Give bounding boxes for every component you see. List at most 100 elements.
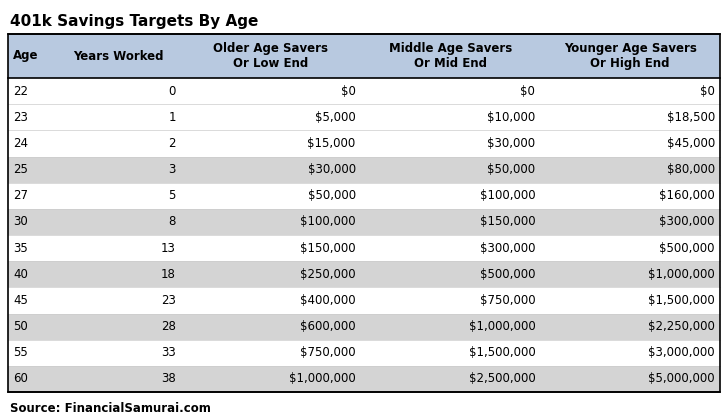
Text: $500,000: $500,000 <box>660 241 715 255</box>
Text: 401k Savings Targets By Age: 401k Savings Targets By Age <box>10 14 258 29</box>
Bar <box>540 313 720 340</box>
Text: 45: 45 <box>13 294 28 307</box>
Text: 50: 50 <box>13 320 28 333</box>
Bar <box>68 104 181 130</box>
Bar <box>181 313 360 340</box>
Text: $1,500,000: $1,500,000 <box>648 294 715 307</box>
Bar <box>68 34 181 78</box>
Bar <box>68 366 181 392</box>
Text: Source: FinancialSamurai.com: Source: FinancialSamurai.com <box>10 402 211 415</box>
Bar <box>8 157 68 183</box>
Text: 40: 40 <box>13 268 28 281</box>
Text: $750,000: $750,000 <box>300 346 356 359</box>
Bar <box>181 34 360 78</box>
Bar <box>540 366 720 392</box>
Bar <box>360 313 540 340</box>
Text: 18: 18 <box>161 268 176 281</box>
Text: $10,000: $10,000 <box>487 111 535 124</box>
Bar <box>181 130 360 157</box>
Bar <box>68 313 181 340</box>
Bar <box>181 261 360 287</box>
Bar <box>8 183 68 209</box>
Text: $250,000: $250,000 <box>300 268 356 281</box>
Text: $15,000: $15,000 <box>307 137 356 150</box>
Text: 23: 23 <box>13 111 28 124</box>
Bar <box>540 104 720 130</box>
Bar <box>540 183 720 209</box>
Text: 2: 2 <box>168 137 176 150</box>
Bar <box>360 183 540 209</box>
Text: $30,000: $30,000 <box>307 163 356 176</box>
Bar <box>8 78 68 104</box>
Bar <box>181 157 360 183</box>
Bar <box>181 287 360 313</box>
Bar <box>360 340 540 366</box>
Text: 28: 28 <box>161 320 176 333</box>
Text: 5: 5 <box>169 189 176 202</box>
Bar <box>8 313 68 340</box>
Text: $5,000: $5,000 <box>315 111 356 124</box>
Bar <box>360 287 540 313</box>
Text: $1,000,000: $1,000,000 <box>469 320 535 333</box>
Bar <box>181 104 360 130</box>
Bar <box>68 235 181 261</box>
Text: 22: 22 <box>13 84 28 97</box>
Bar <box>181 235 360 261</box>
Bar <box>68 183 181 209</box>
Text: 35: 35 <box>13 241 28 255</box>
Bar <box>68 157 181 183</box>
Text: $400,000: $400,000 <box>300 294 356 307</box>
Text: 55: 55 <box>13 346 28 359</box>
Text: $160,000: $160,000 <box>660 189 715 202</box>
Text: 0: 0 <box>169 84 176 97</box>
Bar <box>540 130 720 157</box>
Bar <box>8 340 68 366</box>
Bar <box>68 209 181 235</box>
Text: 30: 30 <box>13 215 28 228</box>
Bar <box>8 34 68 78</box>
Text: 33: 33 <box>161 346 176 359</box>
Text: $0: $0 <box>341 84 356 97</box>
Text: 27: 27 <box>13 189 28 202</box>
Bar <box>540 340 720 366</box>
Text: $30,000: $30,000 <box>487 137 535 150</box>
Text: 38: 38 <box>161 373 176 386</box>
Text: $80,000: $80,000 <box>667 163 715 176</box>
Bar <box>181 209 360 235</box>
Bar <box>68 261 181 287</box>
Text: 3: 3 <box>169 163 176 176</box>
Bar <box>181 78 360 104</box>
Bar <box>68 130 181 157</box>
Text: 25: 25 <box>13 163 28 176</box>
Text: $750,000: $750,000 <box>480 294 535 307</box>
Text: $2,250,000: $2,250,000 <box>648 320 715 333</box>
Bar <box>181 183 360 209</box>
Bar <box>360 209 540 235</box>
Text: $100,000: $100,000 <box>480 189 535 202</box>
Text: $0: $0 <box>700 84 715 97</box>
Text: $50,000: $50,000 <box>487 163 535 176</box>
Bar <box>8 104 68 130</box>
Bar <box>540 209 720 235</box>
Text: Middle Age Savers
Or Mid End: Middle Age Savers Or Mid End <box>389 42 512 70</box>
Text: $18,500: $18,500 <box>667 111 715 124</box>
Text: 13: 13 <box>161 241 176 255</box>
Text: $500,000: $500,000 <box>480 268 535 281</box>
Bar <box>540 235 720 261</box>
Bar <box>360 366 540 392</box>
Bar <box>540 78 720 104</box>
Text: $5,000,000: $5,000,000 <box>649 373 715 386</box>
Bar <box>540 261 720 287</box>
Bar <box>8 130 68 157</box>
Bar <box>181 340 360 366</box>
Bar <box>8 209 68 235</box>
Text: $100,000: $100,000 <box>300 215 356 228</box>
Bar <box>8 34 720 392</box>
Text: $45,000: $45,000 <box>667 137 715 150</box>
Text: 23: 23 <box>161 294 176 307</box>
Bar <box>8 235 68 261</box>
Text: $300,000: $300,000 <box>480 241 535 255</box>
Text: $0: $0 <box>521 84 535 97</box>
Text: Older Age Savers
Or Low End: Older Age Savers Or Low End <box>213 42 328 70</box>
Text: $2,500,000: $2,500,000 <box>469 373 535 386</box>
